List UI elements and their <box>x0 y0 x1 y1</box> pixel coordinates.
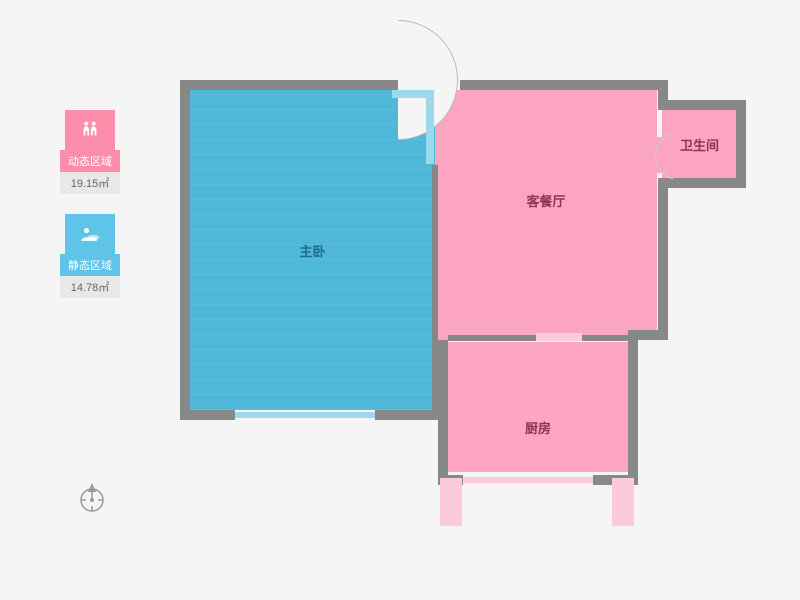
wall <box>180 80 190 420</box>
wall <box>180 410 235 420</box>
floorplan: 主卧 客餐厅 卫生间 厨房 <box>180 70 770 540</box>
legend-static: 静态区域 14.78㎡ <box>60 214 120 298</box>
wall <box>582 335 632 341</box>
label-bathroom: 卫生间 <box>680 135 719 154</box>
dynamic-zone-icon <box>65 110 115 150</box>
wall <box>658 80 668 105</box>
legend-dynamic: 动态区域 19.15㎡ <box>60 110 120 194</box>
legend-dynamic-label: 动态区域 <box>60 150 120 172</box>
window-kitchen-left <box>440 478 462 526</box>
wall <box>448 335 536 341</box>
static-zone-icon <box>65 214 115 254</box>
door-arc-bathroom <box>655 132 673 180</box>
wall <box>628 340 638 485</box>
window-bedroom-bottom <box>235 412 375 418</box>
window-kitchen-right <box>612 478 634 526</box>
legend-panel: 动态区域 19.15㎡ 静态区域 14.78㎡ <box>60 110 120 318</box>
label-kitchen: 厨房 <box>525 418 551 437</box>
wall <box>180 80 398 90</box>
legend-static-label: 静态区域 <box>60 254 120 276</box>
label-living: 客餐厅 <box>526 191 565 210</box>
door-arc-entry <box>398 20 518 140</box>
room-bathroom: 卫生间 <box>662 110 737 178</box>
window-kitchen-bottom <box>463 477 593 483</box>
label-bedroom: 主卧 <box>299 241 325 260</box>
legend-static-value: 14.78㎡ <box>60 276 120 298</box>
room-kitchen: 厨房 <box>448 342 628 472</box>
wall <box>736 100 746 188</box>
legend-dynamic-value: 19.15㎡ <box>60 172 120 194</box>
wall <box>432 165 438 415</box>
wall <box>658 178 668 340</box>
compass-icon <box>75 480 109 519</box>
door-kitchen-living <box>536 333 582 341</box>
wall <box>438 340 448 485</box>
door-bedroom-living <box>426 92 434 164</box>
wall <box>658 100 746 110</box>
